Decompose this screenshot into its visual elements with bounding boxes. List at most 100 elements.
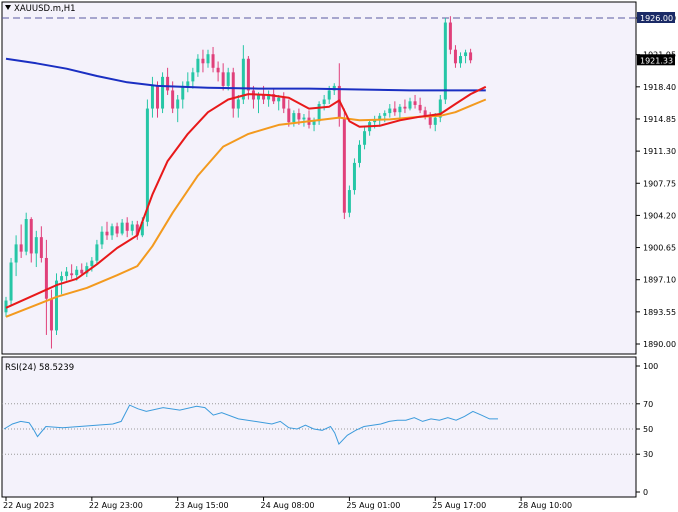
moving-averages-group: [5, 57, 487, 318]
candle-up: [408, 101, 412, 109]
candle-up: [100, 231, 104, 245]
x-tick-label: 25 Aug 17:00: [432, 501, 486, 510]
candle-down: [125, 222, 129, 231]
ma-mid-line: [5, 98, 487, 318]
candle-down: [246, 58, 250, 91]
rsi-panel[interactable]: [1, 356, 637, 498]
x-tick-label: 28 Aug 10:00: [518, 501, 572, 510]
dashed-level-box: [637, 12, 675, 23]
candle-up: [55, 280, 58, 331]
candle-down: [166, 76, 170, 91]
candle-up: [302, 117, 306, 120]
price-tick-label: 1914.85: [643, 115, 676, 124]
candle-down: [448, 22, 452, 50]
candle-up: [176, 99, 180, 109]
dashed-level-label: 1926.00: [640, 14, 673, 23]
symbol-label: XAUUSD.m,H1: [14, 4, 76, 14]
candle-up: [191, 72, 195, 82]
candle-down: [428, 115, 432, 125]
candle-up: [398, 106, 402, 113]
price-tick-label: 1893.55: [643, 308, 676, 317]
candle-down: [262, 94, 266, 100]
price-tick-label: 1907.75: [643, 179, 676, 188]
candle-up: [130, 224, 134, 231]
candle-up: [322, 99, 326, 105]
current-price-box: [637, 54, 675, 66]
candle-down: [70, 273, 74, 276]
candle-up: [24, 219, 28, 252]
price-tick-label: 1911.30: [643, 147, 676, 156]
candle-up: [14, 244, 18, 263]
candle-up: [363, 131, 367, 145]
candle-up: [60, 276, 64, 281]
candle-up: [358, 144, 361, 163]
candle-down: [29, 219, 33, 254]
candle-up: [443, 22, 447, 100]
price-tick-label: 1897.10: [643, 276, 676, 285]
candle-down: [201, 58, 205, 64]
candle-down: [216, 67, 220, 73]
candle-up: [433, 117, 437, 125]
candle-down: [171, 90, 175, 109]
candle-up: [277, 97, 281, 102]
price-tick-label: 1918.40: [643, 83, 676, 92]
candle-down: [453, 49, 457, 64]
candle-up: [388, 108, 392, 114]
candle-up: [327, 90, 331, 100]
candle-down: [39, 237, 43, 258]
candle-down: [105, 231, 109, 236]
candle-down: [44, 257, 48, 299]
candle-up: [267, 94, 271, 100]
candle-down: [403, 106, 407, 109]
candle-up: [150, 85, 154, 109]
candle-down: [49, 298, 53, 331]
candle-down: [297, 113, 301, 120]
candle-down: [413, 101, 417, 105]
candle-down: [135, 224, 139, 236]
candle-up: [312, 121, 316, 125]
candle-down: [423, 110, 427, 116]
candle-down: [393, 108, 397, 113]
candle-down: [272, 94, 276, 102]
candle-up: [378, 115, 382, 120]
candle-up: [236, 99, 240, 109]
candle-down: [282, 97, 286, 109]
candle-up: [186, 81, 190, 86]
candle-up: [352, 162, 356, 191]
rsi-tick-label: 100: [643, 362, 658, 371]
candle-down: [19, 244, 23, 252]
candle-up: [241, 58, 245, 100]
candle-up: [145, 108, 149, 222]
candle-up: [9, 262, 13, 301]
rsi-tick-label: 30: [643, 450, 653, 459]
candle-down: [418, 104, 422, 111]
candle-up: [438, 99, 442, 118]
candle-down: [231, 72, 235, 109]
candle-down: [115, 226, 119, 234]
candle-up: [75, 269, 79, 276]
price-tick-label: 1904.20: [643, 211, 676, 220]
candle-up: [464, 52, 468, 57]
candle-up: [85, 266, 89, 274]
candle-up: [206, 54, 210, 64]
price-tick-label: 1900.65: [643, 244, 676, 253]
candle-down: [221, 72, 225, 86]
rsi-tick-label: 0: [643, 488, 648, 497]
candle-up: [317, 104, 321, 122]
candle-up: [95, 244, 99, 261]
candle-up: [459, 56, 462, 64]
candle-up: [226, 72, 230, 86]
current-price-label: 1921.33: [640, 56, 673, 65]
candle-up: [140, 221, 144, 236]
triangle-down-icon[interactable]: [5, 5, 11, 10]
rsi-line: [3, 404, 498, 446]
price-panel[interactable]: [1, 1, 637, 355]
x-tick-label: 24 Aug 08:00: [261, 501, 315, 510]
candle-up: [120, 222, 124, 234]
candle-up: [65, 271, 69, 277]
candle-up: [196, 58, 200, 73]
candle-up: [292, 113, 296, 123]
candle-up: [4, 300, 8, 313]
x-tick-label: 22 Aug 23:00: [89, 501, 143, 510]
